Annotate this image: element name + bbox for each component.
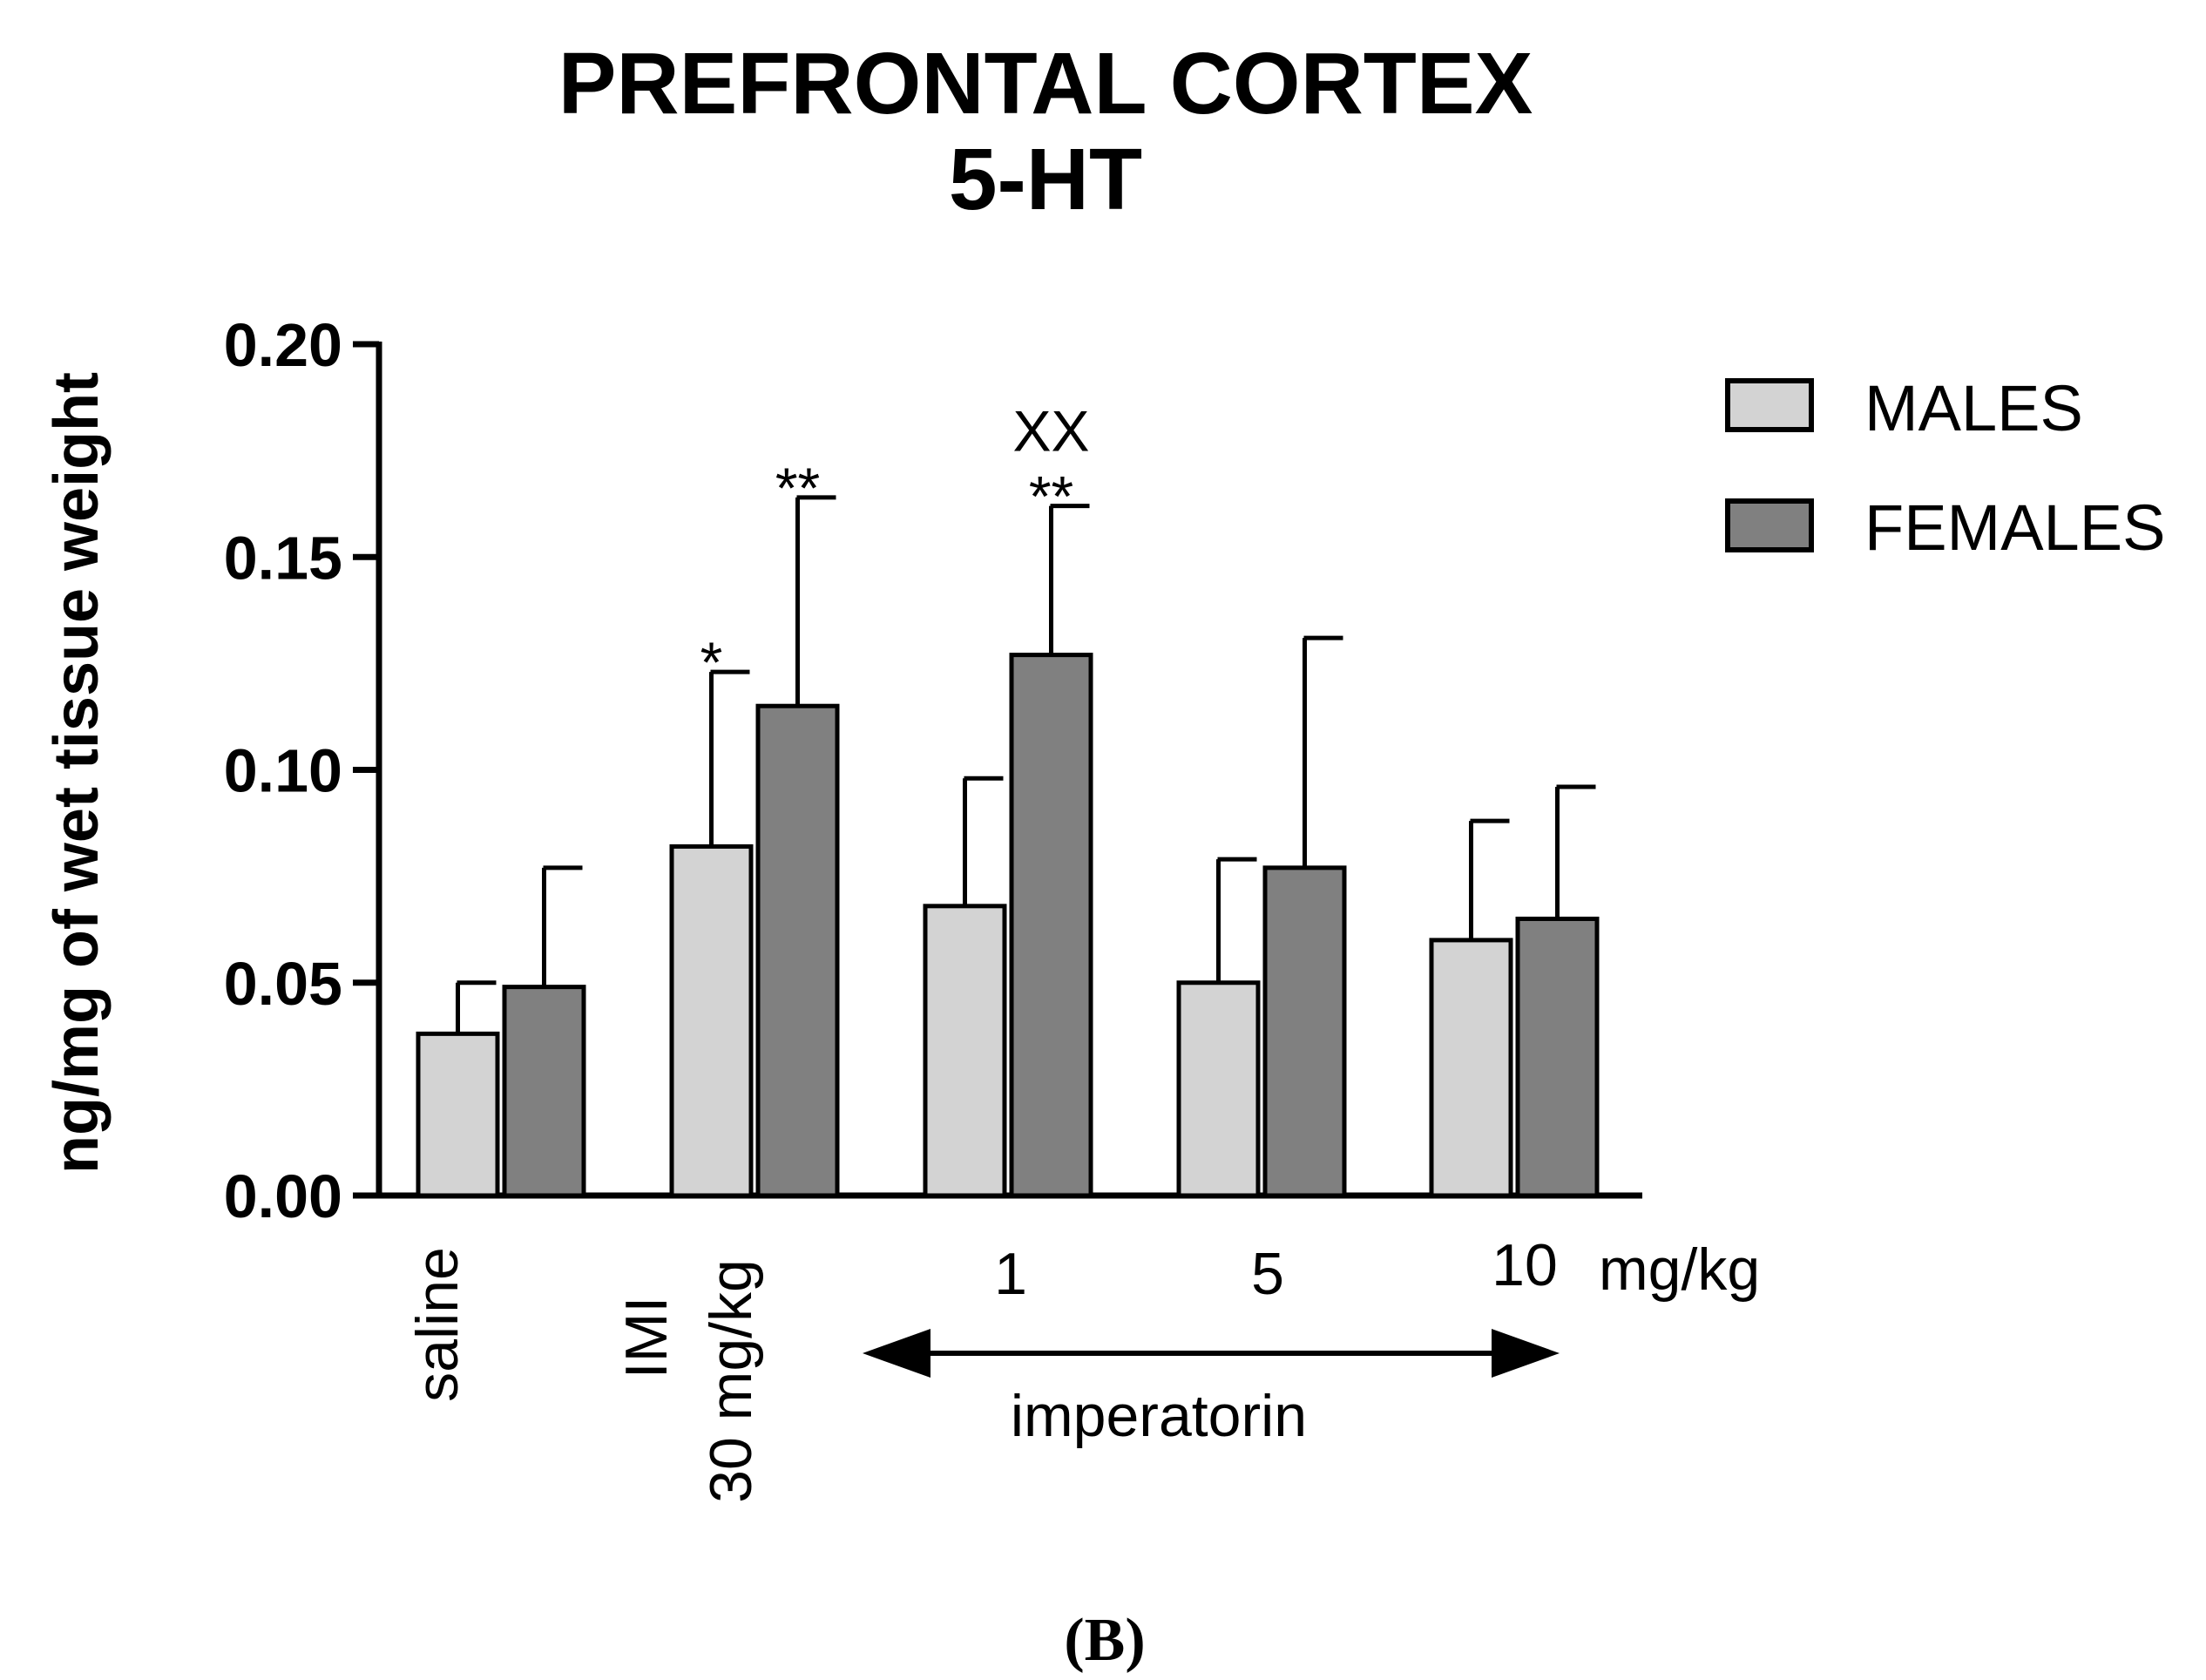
annotation-marker: ** [775, 456, 820, 520]
y-tick-label: 0.20 [224, 311, 342, 379]
category-label-imi: IMI [613, 1297, 680, 1379]
y-tick-label: 0.15 [224, 524, 342, 592]
bar-females-0 [502, 985, 586, 1198]
category-label-dose-10: 10 [1492, 1232, 1558, 1298]
legend-label-females: FEMALES [1864, 491, 2165, 564]
y-tick-label: 0.05 [224, 950, 342, 1018]
panel-label: (B) [1064, 1607, 1145, 1674]
legend-swatch-females [1725, 498, 1814, 552]
bar-males-1 [669, 843, 754, 1198]
bar-females-1 [755, 703, 840, 1198]
legend-swatch-males [1725, 378, 1814, 432]
bars [416, 653, 1600, 1198]
annotation-marker: * [700, 630, 723, 694]
category-label-saline: saline [404, 1247, 470, 1402]
legend-label-males: MALES [1864, 372, 2083, 444]
bar-females-4 [1515, 916, 1600, 1198]
significance-annotations: *** **XX [700, 399, 1090, 695]
dose-unit-label: mg/kg [1599, 1236, 1760, 1303]
imperatorin-range-arrow [863, 1329, 1560, 1378]
category-label-imi-dose: 30 mg/kg [698, 1259, 764, 1503]
bar-males-0 [416, 1031, 500, 1198]
y-axis-label: ng/mg of wet tissue weight [42, 372, 112, 1174]
chart-title-line-2: 5-HT [949, 131, 1142, 228]
category-label-dose-5: 5 [1251, 1241, 1284, 1307]
chart-title-line-1: PREFRONTAL CORTEX [558, 35, 1533, 132]
bar-females-2 [1009, 653, 1093, 1198]
bar-females-3 [1262, 865, 1347, 1198]
annotation-marker: XX [1012, 399, 1089, 464]
bar-males-2 [923, 904, 1007, 1198]
bar-males-4 [1429, 938, 1513, 1198]
error-bars [456, 495, 1596, 1034]
annotation-marker: ** [1029, 464, 1073, 529]
bar-males-3 [1176, 980, 1261, 1198]
y-axis-ticks: 0.00 0.05 0.10 0.15 0.20 [224, 311, 379, 1230]
imperatorin-label: imperatorin [1011, 1383, 1307, 1449]
category-label-dose-1: 1 [994, 1241, 1027, 1307]
legend: MALES FEMALES [1725, 372, 2165, 564]
y-tick-label: 0.10 [224, 737, 342, 805]
y-tick-label: 0.00 [224, 1162, 342, 1230]
